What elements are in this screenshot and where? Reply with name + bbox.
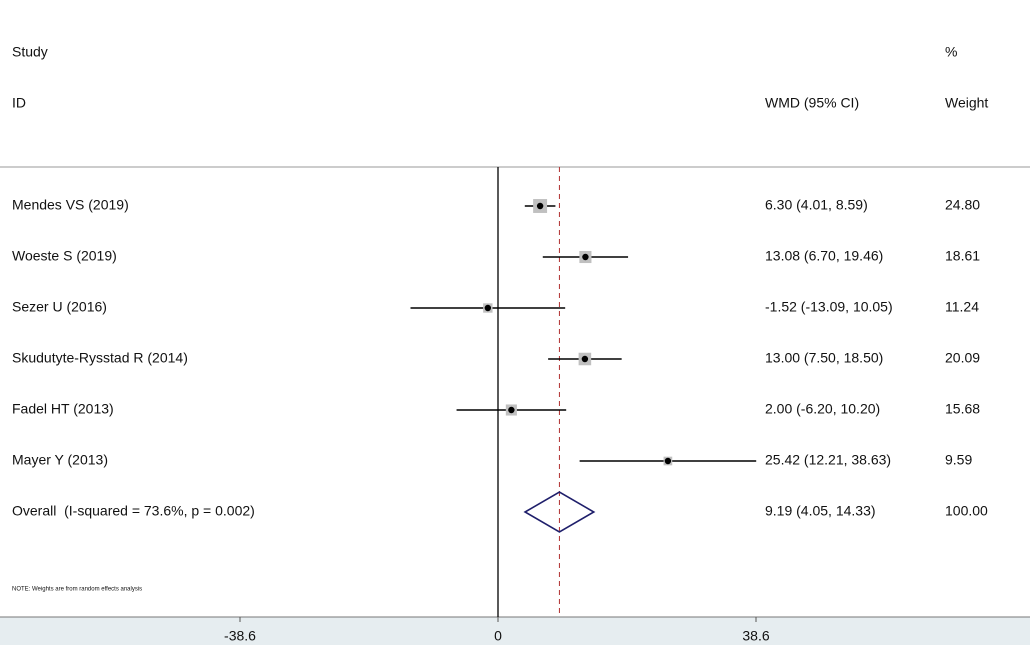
axis-band bbox=[0, 617, 1030, 645]
note: NOTE: Weights are from random effects an… bbox=[12, 587, 142, 593]
study-label: Woeste S (2019) bbox=[12, 248, 117, 264]
ci-label: 25.42 (12.21, 38.63) bbox=[765, 452, 891, 468]
ci-label: -1.52 (-13.09, 10.05) bbox=[765, 299, 893, 315]
weight-label: 100.00 bbox=[945, 503, 988, 519]
overall-label: Overall (I-squared = 73.6%, p = 0.002) bbox=[12, 503, 255, 519]
weight-label: 18.61 bbox=[945, 248, 980, 264]
point-estimate bbox=[484, 304, 492, 312]
weight-label: 15.68 bbox=[945, 401, 980, 417]
study-label: Mendes VS (2019) bbox=[12, 197, 129, 213]
weight-label: 24.80 bbox=[945, 197, 980, 213]
x-tick-label: 38.6 bbox=[742, 628, 769, 644]
ci-label: 13.00 (7.50, 18.50) bbox=[765, 350, 883, 366]
weight-label: 9.59 bbox=[945, 452, 972, 468]
study-label: Mayer Y (2013) bbox=[12, 452, 108, 468]
point-estimate bbox=[582, 253, 589, 261]
study-label: Fadel HT (2013) bbox=[12, 401, 114, 417]
point-estimate bbox=[536, 202, 544, 210]
study-label: Skudutyte-Rysstad R (2014) bbox=[12, 350, 188, 366]
ci-label: 2.00 (-6.20, 10.20) bbox=[765, 401, 880, 417]
header-percent: % bbox=[945, 44, 957, 60]
ci-label: 9.19 (4.05, 14.33) bbox=[765, 503, 876, 519]
point-estimate bbox=[664, 457, 672, 465]
point-estimate bbox=[508, 406, 515, 414]
weight-label: 11.24 bbox=[945, 299, 979, 315]
header-id: ID bbox=[12, 95, 26, 111]
x-tick-label: 0 bbox=[494, 628, 502, 644]
weight-label: 20.09 bbox=[945, 350, 980, 366]
header-study: Study bbox=[12, 44, 48, 60]
header-effect: WMD (95% CI) bbox=[765, 95, 859, 111]
point-estimate bbox=[581, 355, 589, 363]
x-tick-label: -38.6 bbox=[224, 628, 256, 644]
overall-diamond bbox=[523, 491, 596, 533]
study-label: Sezer U (2016) bbox=[12, 299, 107, 315]
ci-label: 6.30 (4.01, 8.59) bbox=[765, 197, 868, 213]
header-weight: Weight bbox=[945, 95, 988, 111]
ci-label: 13.08 (6.70, 19.46) bbox=[765, 248, 883, 264]
